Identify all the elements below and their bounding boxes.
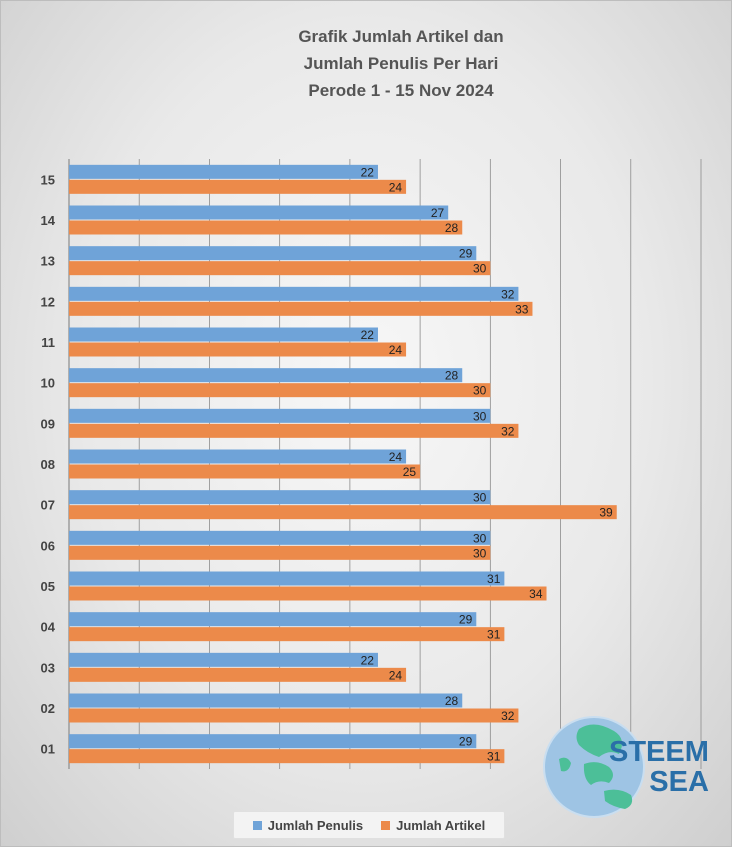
category-label: 13 [41, 254, 55, 269]
bar-jumlah-artikel [69, 342, 407, 357]
bar-jumlah-penulis [69, 286, 519, 301]
data-label: 22 [361, 165, 375, 179]
bar-jumlah-artikel [69, 749, 505, 764]
data-label: 31 [487, 572, 501, 586]
bar-jumlah-penulis [69, 164, 378, 179]
bar-jumlah-penulis [69, 246, 477, 261]
bar-jumlah-artikel [69, 261, 491, 276]
bar-jumlah-artikel [69, 708, 519, 723]
bar-jumlah-artikel [69, 627, 505, 642]
bar-jumlah-penulis [69, 490, 491, 505]
category-label: 15 [41, 172, 55, 187]
data-label: 28 [445, 694, 459, 708]
category-label: 05 [41, 579, 55, 594]
logo-line-2: SEA [649, 766, 709, 798]
data-label: 31 [487, 750, 501, 764]
legend-label-artikel: Jumlah Artikel [396, 817, 486, 833]
bar-jumlah-artikel [69, 545, 491, 560]
data-label: 30 [473, 546, 487, 560]
data-label: 28 [445, 369, 459, 383]
bar-jumlah-penulis [69, 449, 407, 464]
bar-jumlah-penulis [69, 693, 463, 708]
data-label: 22 [361, 653, 375, 667]
legend-item-artikel: Jumlah Artikel [381, 818, 485, 833]
bar-jumlah-penulis [69, 571, 505, 586]
category-label: 14 [41, 213, 56, 228]
data-label: 29 [459, 247, 473, 261]
logo-line-1: STEEM [609, 736, 709, 768]
data-label: 22 [361, 328, 375, 342]
bar-jumlah-penulis [69, 734, 477, 749]
data-label: 28 [445, 221, 459, 235]
category-label: 01 [41, 742, 55, 757]
data-label: 34 [529, 587, 543, 601]
data-label: 25 [403, 465, 417, 479]
data-label: 33 [515, 302, 529, 316]
data-label: 30 [473, 531, 487, 545]
category-label: 08 [41, 457, 55, 472]
data-label: 30 [473, 262, 487, 276]
data-label: 32 [501, 424, 515, 438]
category-label: 12 [41, 294, 55, 309]
bar-jumlah-artikel [69, 423, 519, 438]
legend-swatch-artikel [381, 820, 391, 830]
data-label: 24 [389, 180, 403, 194]
globe-icon [543, 716, 645, 818]
bar-jumlah-artikel [69, 383, 491, 398]
bar-jumlah-penulis [69, 612, 477, 627]
category-label: 02 [41, 701, 55, 716]
bar-jumlah-penulis [69, 652, 378, 667]
bar-jumlah-artikel [69, 464, 421, 479]
legend: Jumlah Penulis Jumlah Artikel [233, 811, 505, 839]
chart-title-line-2: Jumlah Penulis Per Hari [303, 54, 499, 73]
category-label: 03 [41, 660, 55, 675]
data-label: 30 [473, 384, 487, 398]
bar-jumlah-penulis [69, 368, 463, 383]
legend-item-penulis: Jumlah Penulis [252, 817, 364, 833]
data-label: 29 [459, 613, 473, 627]
bar-jumlah-artikel [69, 179, 407, 194]
bar-jumlah-artikel [69, 220, 463, 235]
category-label: 04 [41, 620, 56, 635]
chart-title-line-1: Grafik Jumlah Artikel dan [298, 27, 504, 46]
data-label: 39 [599, 506, 613, 520]
data-label: 24 [389, 450, 403, 464]
category-label: 07 [41, 498, 55, 513]
chart-title-line-3: Perode 1 - 15 Nov 2024 [308, 81, 494, 100]
category-label: 09 [41, 416, 55, 431]
category-label: 06 [41, 538, 55, 553]
bar-jumlah-penulis [69, 530, 491, 545]
data-label: 27 [431, 206, 445, 220]
bar-jumlah-artikel [69, 586, 547, 601]
steem-sea-logo [543, 716, 645, 818]
bar-jumlah-artikel [69, 301, 533, 316]
data-label: 31 [487, 628, 501, 642]
bar-jumlah-penulis [69, 408, 491, 423]
bar-jumlah-artikel [69, 667, 407, 682]
category-label: 11 [41, 335, 55, 350]
data-label: 32 [501, 287, 515, 301]
data-label: 30 [473, 491, 487, 505]
bar-jumlah-penulis [69, 327, 378, 342]
bar-jumlah-artikel [69, 505, 617, 520]
data-label: 24 [389, 343, 403, 357]
data-label: 32 [501, 709, 515, 723]
legend-label-penulis: Jumlah Penulis [267, 817, 364, 833]
logo-text: STEEM SEA [609, 737, 709, 797]
category-label: 10 [41, 376, 55, 391]
data-label: 29 [459, 735, 473, 749]
bar-jumlah-penulis [69, 205, 449, 220]
legend-swatch-penulis [252, 820, 262, 830]
data-label: 30 [473, 409, 487, 423]
data-label: 24 [389, 668, 403, 682]
chart-title: Grafik Jumlah Artikel dan Jumlah Penulis… [201, 23, 601, 104]
